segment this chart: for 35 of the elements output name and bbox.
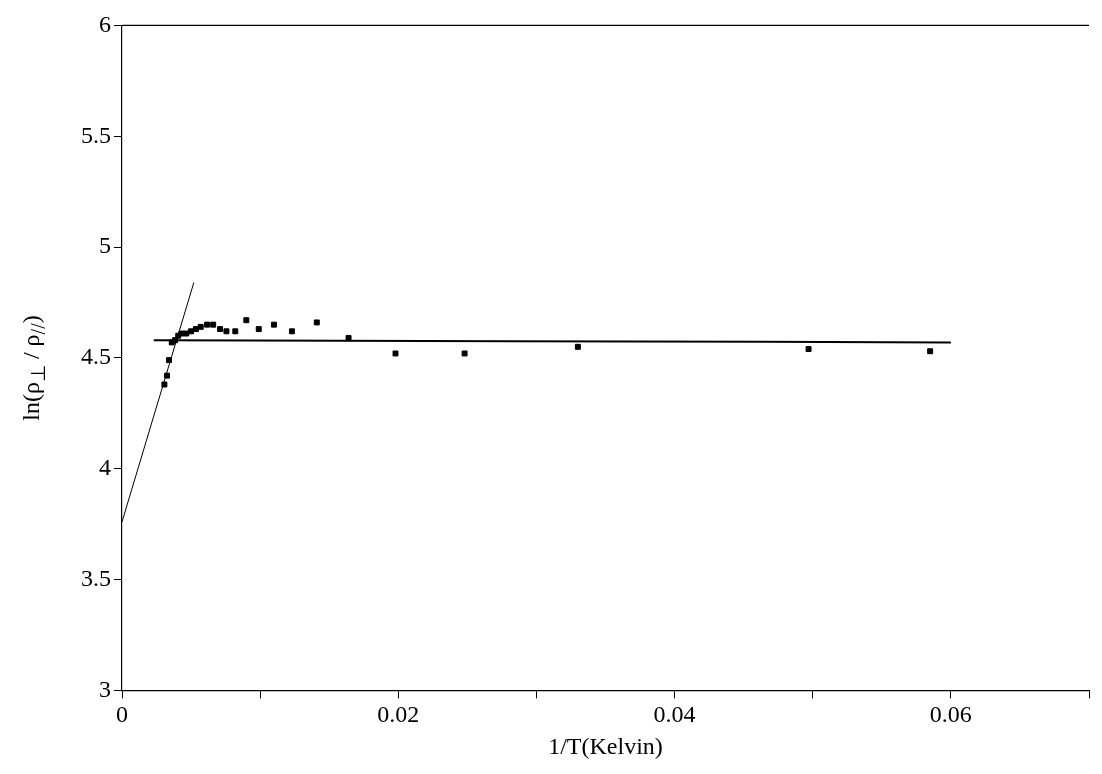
x-tick-label: 0.04 xyxy=(653,701,696,728)
y-tick-label: 4.5 xyxy=(81,343,111,370)
point xyxy=(192,326,199,333)
point xyxy=(232,328,239,335)
y-tick-label: 3 xyxy=(99,675,111,702)
point xyxy=(183,330,190,337)
point xyxy=(461,350,468,357)
point xyxy=(197,323,204,330)
point xyxy=(270,321,277,328)
y-tick-label: 6 xyxy=(99,10,111,37)
y-tick-label: 5 xyxy=(99,232,111,259)
point xyxy=(204,321,211,328)
point xyxy=(223,328,230,335)
point xyxy=(243,317,250,324)
point xyxy=(805,346,812,353)
point xyxy=(288,328,295,335)
point xyxy=(164,372,171,379)
point xyxy=(161,381,168,388)
x-tick-label: 0.06 xyxy=(929,701,972,728)
point xyxy=(574,343,581,350)
y-tick-label: 3.5 xyxy=(81,564,111,591)
point xyxy=(255,326,262,333)
y-tick-label: 4 xyxy=(99,454,111,481)
point xyxy=(210,321,217,328)
point xyxy=(313,319,320,326)
y-tick-label: 5.5 xyxy=(81,121,111,148)
x-tick-label: 0.02 xyxy=(377,701,420,728)
point xyxy=(392,350,399,357)
x-axis-title: 1/T(Kelvin) xyxy=(548,732,663,759)
point xyxy=(217,326,224,333)
point xyxy=(927,348,934,355)
point xyxy=(188,328,195,335)
point xyxy=(165,357,172,364)
x-tick-label: 0 xyxy=(116,701,128,728)
point xyxy=(345,334,352,341)
